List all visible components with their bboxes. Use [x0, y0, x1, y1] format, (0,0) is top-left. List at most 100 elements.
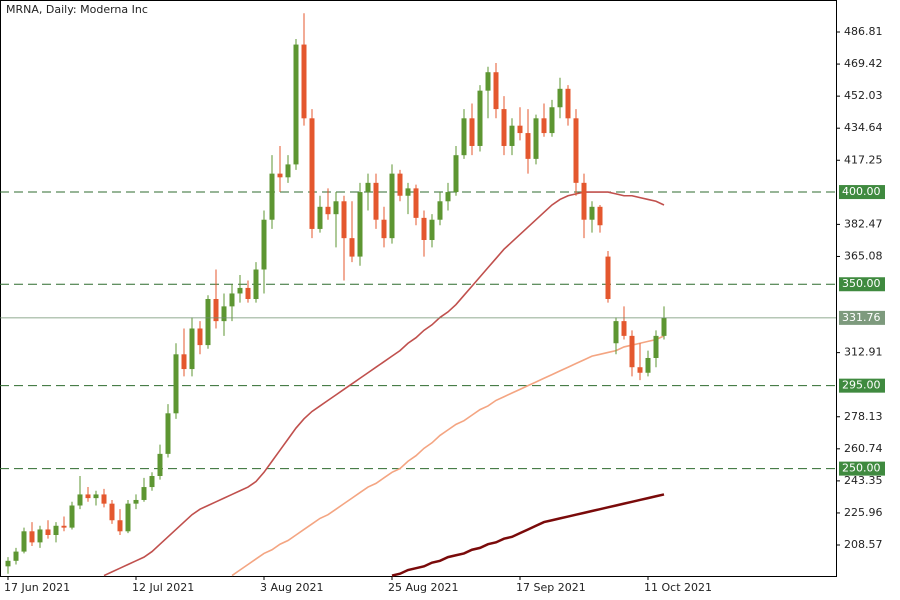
y-tick-label: 312.91: [844, 346, 883, 359]
candle-body: [181, 354, 187, 370]
candle-body: [333, 201, 339, 215]
candle-body: [397, 173, 403, 196]
candle-body: [237, 287, 243, 294]
candle-body: [165, 413, 171, 454]
y-tick-label: 434.64: [844, 121, 883, 134]
y-tick-label: 365.08: [844, 249, 883, 262]
candle-body: [77, 494, 83, 506]
x-tick-label: 12 Jul 2021: [132, 581, 194, 594]
candle-body: [357, 192, 363, 257]
candle-body: [621, 321, 627, 336]
plot-frame: [0, 0, 837, 577]
candle-body: [309, 118, 315, 229]
x-tick-label: 11 Oct 2021: [644, 581, 712, 594]
candle-body: [269, 173, 275, 220]
candle-body: [101, 494, 107, 504]
candle-body: [125, 503, 131, 532]
candle-body: [317, 206, 323, 229]
x-tick-label: 3 Aug 2021: [260, 581, 323, 594]
x-tick-label: 25 Aug 2021: [388, 581, 458, 594]
candle-body: [253, 269, 259, 299]
y-tick-label: 382.47: [844, 217, 883, 230]
candle-body: [189, 328, 195, 370]
candle-body: [597, 206, 603, 226]
candle-body: [509, 125, 515, 146]
candle-body: [405, 188, 411, 196]
candle-body: [261, 219, 267, 270]
candle-body: [293, 44, 299, 165]
candle-body: [85, 494, 91, 499]
level-label-box: [839, 277, 885, 292]
candle-body: [173, 354, 179, 414]
candle-body: [453, 155, 459, 193]
candle-body: [245, 287, 251, 299]
level-label: 350.00: [842, 277, 881, 290]
chart-title: MRNA, Daily: Moderna Inc: [6, 3, 148, 16]
candle-body: [21, 531, 27, 552]
candle-body: [477, 90, 483, 146]
candle-body: [109, 503, 115, 521]
candle-body: [589, 206, 595, 220]
candle-body: [13, 551, 19, 561]
candle-body: [141, 487, 147, 500]
price-label: 331.76: [842, 311, 881, 324]
candle-body: [349, 238, 355, 257]
candle-body: [605, 256, 611, 299]
y-tick-label: 225.96: [844, 506, 883, 519]
candle-body: [149, 475, 155, 488]
candle-body: [229, 293, 235, 307]
candle-body: [69, 505, 75, 528]
candle-body: [365, 182, 371, 193]
y-tick-label: 417.25: [844, 153, 883, 166]
candle-body: [341, 201, 347, 239]
x-tick-label: 17 Jun 2021: [4, 581, 70, 594]
candle-body: [45, 529, 51, 535]
candle-body: [5, 560, 11, 567]
candle-body: [429, 219, 435, 240]
candle-body: [653, 335, 659, 358]
candle-body: [213, 298, 219, 322]
y-tick-label: 469.42: [844, 57, 883, 70]
candle-body: [573, 118, 579, 183]
candle-body: [221, 306, 227, 322]
candle-body: [373, 182, 379, 220]
candle-body: [301, 44, 307, 119]
candle-body: [53, 525, 59, 535]
candle-body: [661, 317, 667, 336]
candle-body: [61, 525, 67, 528]
candle-body: [413, 188, 419, 218]
candle-body: [133, 499, 139, 504]
candle-body: [525, 133, 531, 159]
candle-body: [157, 453, 163, 476]
candle-body: [93, 494, 99, 499]
moving-average: [103, 191, 665, 577]
candle-body: [541, 118, 547, 134]
candle-body: [421, 217, 427, 240]
candle-body: [29, 531, 35, 543]
level-label: 295.00: [842, 379, 881, 392]
price-label-box: [839, 310, 885, 325]
candle-body: [493, 72, 499, 110]
y-tick-label: 243.35: [844, 474, 883, 487]
candle-body: [445, 192, 451, 202]
level-label-box: [839, 461, 885, 476]
level-label: 250.00: [842, 462, 881, 475]
y-tick-label: 278.13: [844, 410, 883, 423]
candle-body: [37, 529, 43, 543]
candle-body: [533, 118, 539, 159]
y-tick-label: 486.81: [844, 25, 883, 38]
candle-body: [549, 107, 555, 134]
moving-average: [231, 335, 665, 577]
candle-body: [437, 201, 443, 220]
candle-body: [325, 206, 331, 215]
candle-body: [517, 125, 523, 134]
level-label-box: [839, 378, 885, 393]
candle-body: [469, 118, 475, 146]
candle-body: [389, 173, 395, 239]
candle-body: [637, 367, 643, 373]
candle-body: [381, 219, 387, 239]
level-label-box: [839, 185, 885, 200]
y-tick-label: 208.57: [844, 538, 883, 551]
candle-body: [461, 118, 467, 156]
